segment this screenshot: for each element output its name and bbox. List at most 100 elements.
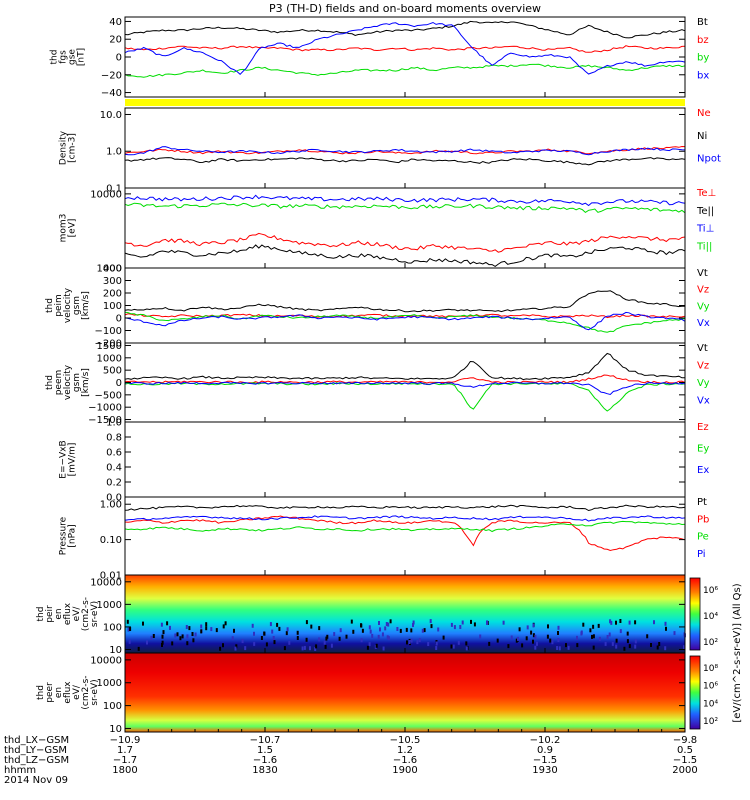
spectrogram-speckle	[368, 625, 371, 630]
spectrogram-speckle	[325, 636, 328, 641]
panel-frame	[124, 421, 686, 498]
spectrogram-speckle	[171, 641, 174, 646]
y-tick-label: 400	[103, 264, 122, 275]
spectrogram-speckle	[150, 635, 153, 640]
y-axis-label: mom3	[59, 214, 69, 243]
spectrogram-speckle	[673, 631, 676, 636]
y-tick-label: 40	[109, 17, 122, 28]
legend-entry: Vt	[697, 268, 708, 279]
spectrogram-speckle	[200, 629, 203, 634]
colorbar-tick-label: 10⁸	[703, 664, 718, 674]
spectrogram-speckle	[592, 634, 595, 639]
spectrogram-speckle	[412, 623, 414, 627]
y-tick-label: 10000	[90, 189, 122, 200]
spectrogram-speckle	[152, 634, 155, 638]
spectrogram-speckle	[303, 645, 306, 650]
spectrogram-speckle	[615, 644, 618, 649]
spectrogram-speckle	[576, 635, 578, 640]
y-axis-label: thd	[45, 298, 55, 313]
spectrogram-speckle	[185, 625, 188, 629]
spectrogram-speckle	[251, 623, 254, 628]
spectrogram-speckle	[510, 635, 513, 640]
spectrogram-speckle	[127, 627, 130, 632]
spectrogram-speckle	[305, 637, 308, 642]
y-tick-label: 0	[116, 378, 122, 389]
spectrogram-speckle	[222, 643, 224, 648]
legend-entry: Vt	[697, 343, 708, 354]
spectrogram-speckle	[604, 641, 607, 646]
y-axis-label: sr-eV)	[90, 601, 100, 627]
spectrogram-speckle	[384, 626, 387, 631]
legend-entry: Vy	[697, 301, 710, 312]
series-line-Te⊥	[124, 232, 686, 253]
spectrogram-speckle	[160, 622, 163, 627]
spectrogram-speckle	[486, 621, 489, 625]
spectrogram-speckle	[619, 629, 622, 634]
spectrogram-speckle	[557, 631, 559, 635]
legend-entry: Te⊥	[696, 188, 716, 199]
spectrogram-speckle	[406, 640, 408, 645]
y-axis-label: Density	[59, 130, 69, 165]
y-tick-label: 1.0	[106, 418, 122, 429]
spectrogram-speckle	[191, 632, 194, 636]
spectrogram-speckle	[634, 644, 637, 649]
x-row-label: thd_LY−GSM	[4, 745, 67, 756]
legend-entry: Ex	[697, 465, 709, 476]
x-tick-label-lx: −10.2	[530, 735, 561, 746]
spectrogram-speckle	[536, 641, 538, 646]
spectrogram-speckle	[532, 633, 535, 638]
spectrogram-speckle	[285, 631, 288, 636]
colorbar	[689, 577, 701, 651]
panel-2: 10000 1000 mom3 [eV] Te⊥ Te|| Ti⊥ Ti||	[59, 187, 716, 275]
spectrogram-speckle	[410, 638, 413, 643]
series-line-Ni	[124, 157, 686, 166]
spectrogram-speckle	[592, 624, 595, 629]
y-axis-label: thd	[45, 375, 55, 390]
spectrogram-speckle	[142, 621, 144, 626]
y-tick-label: 0	[116, 314, 122, 325]
legend-entry: bx	[697, 70, 709, 81]
spectrogram-speckle	[453, 625, 456, 630]
spectrogram-speckle	[375, 643, 378, 648]
spectrogram-speckle	[611, 641, 614, 646]
spectrogram-speckle	[592, 645, 595, 650]
spectrogram-speckle	[634, 620, 637, 625]
x-date-label: 2014 Nov 09	[4, 775, 68, 786]
spectrogram-speckle	[435, 646, 438, 650]
spectrogram-speckle	[126, 619, 129, 624]
spectrogram-speckle	[179, 636, 182, 641]
spectrogram-speckle	[186, 641, 189, 646]
spectrogram-speckle	[309, 646, 311, 651]
status-bar	[125, 99, 685, 106]
legend-entry: Vy	[697, 378, 710, 389]
spectrogram-speckle	[576, 643, 579, 648]
spectrogram-speckle	[273, 640, 276, 645]
series-line-Vt	[124, 352, 685, 381]
y-axis-label: thd	[36, 685, 46, 700]
legend-entry: by	[697, 53, 709, 64]
spectrogram-speckle	[589, 628, 592, 633]
spectrogram-speckle	[381, 632, 384, 637]
spectrogram-speckle	[530, 630, 533, 635]
y-tick-label: 10.0	[100, 110, 122, 121]
spectrogram-speckle	[339, 628, 342, 633]
spectrogram-speckle	[653, 620, 655, 625]
y-axis-label: (cm2-s-	[81, 597, 91, 631]
spectrogram-speckle	[382, 646, 385, 651]
spectrogram-speckle	[408, 640, 411, 644]
spectrogram-speckle	[452, 644, 455, 649]
y-tick-label: 0.10	[100, 535, 122, 546]
series-line-Pe	[124, 520, 686, 533]
panel-8: 10000 1000 100 10 thd peer en eflux eV/(cm2-s-sr…	[36, 652, 718, 735]
y-axis-label: gsm	[72, 373, 82, 392]
panel-5: 1.0 0.8 0.6 0.4 0.2 0.0 E=−VxB [mV/m] Ez Ey Ex	[59, 418, 710, 504]
series-line-Ti||	[124, 202, 686, 214]
legend-entry: Te||	[696, 206, 714, 217]
spectrogram-speckle	[176, 632, 179, 637]
y-tick-label: 0.1	[106, 184, 122, 195]
colorbar-tick-label: 10²	[703, 638, 718, 648]
spectrogram-speckle	[360, 623, 362, 628]
y-axis-label: (cm2-s-	[81, 675, 91, 709]
